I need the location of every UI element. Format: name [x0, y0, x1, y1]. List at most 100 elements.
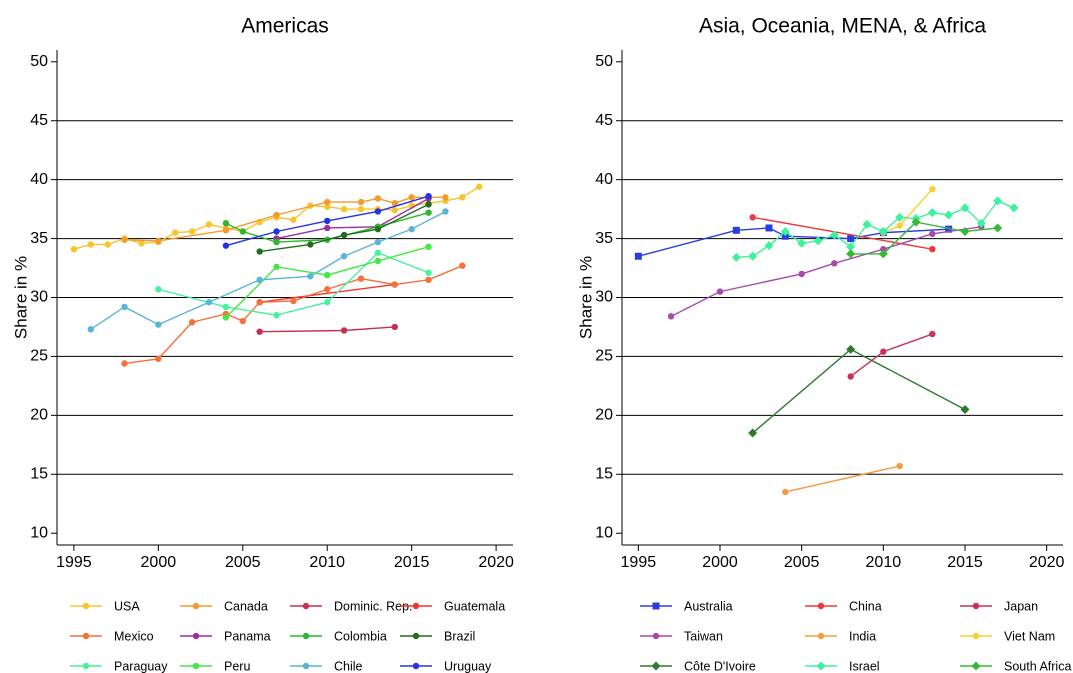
marker: [239, 228, 246, 235]
legend-marker: [412, 602, 420, 610]
marker: [87, 241, 94, 248]
marker: [239, 317, 246, 325]
legend-item: South Africa: [960, 659, 1071, 673]
marker: [829, 230, 839, 240]
legend-item: Taiwan: [640, 629, 723, 643]
legend-item: Australia: [640, 599, 733, 613]
legend-marker: [651, 661, 661, 671]
marker: [222, 242, 230, 249]
marker: [425, 209, 432, 216]
marker: [911, 217, 921, 227]
marker: [391, 200, 398, 207]
legend-item: India: [805, 629, 876, 643]
marker: [273, 263, 280, 271]
legend-item: Mexico: [70, 629, 154, 643]
marker: [155, 321, 162, 328]
marker: [374, 208, 382, 215]
marker: [880, 348, 887, 355]
marker: [878, 249, 888, 259]
marker: [442, 208, 449, 215]
marker: [831, 260, 838, 267]
marker: [155, 355, 162, 362]
x-tick-label: 2010: [866, 554, 902, 571]
marker: [222, 220, 230, 227]
legend-marker: [972, 602, 980, 610]
marker: [895, 212, 905, 222]
marker: [340, 205, 348, 213]
marker: [357, 275, 365, 282]
legend-label: Guatemala: [444, 599, 505, 613]
legend-item: Côte D'Ivoire: [640, 659, 756, 673]
marker: [781, 232, 789, 240]
legend-label: Australia: [684, 599, 733, 613]
legend-item: Israel: [805, 659, 880, 673]
y-tick-label: 45: [30, 112, 48, 129]
marker: [340, 231, 348, 239]
legend-label: Uruguay: [444, 659, 492, 673]
marker: [960, 227, 970, 236]
marker: [442, 194, 449, 201]
marker: [121, 303, 128, 311]
legend-label: South Africa: [1004, 659, 1071, 673]
marker: [425, 243, 432, 251]
marker: [172, 229, 179, 236]
y-tick-label: 40: [30, 171, 48, 188]
marker: [782, 488, 789, 496]
legend-item: Japan: [960, 599, 1038, 613]
legend-marker: [192, 662, 200, 670]
y-tick-label: 45: [595, 112, 613, 129]
marker: [324, 286, 331, 293]
legend-marker: [652, 602, 660, 610]
marker: [155, 237, 162, 245]
marker: [87, 326, 94, 333]
legend-item: Brazil: [400, 629, 475, 643]
marker: [222, 227, 230, 234]
x-tick-label: 2000: [702, 554, 738, 571]
marker: [391, 323, 398, 331]
marker: [374, 249, 382, 256]
panel: Asia, Oceania, MENA, & Africa Share in % 1…: [576, 15, 1071, 673]
marker: [846, 344, 856, 354]
marker: [667, 313, 675, 320]
series-line: [736, 199, 1015, 259]
marker: [896, 462, 903, 470]
marker: [425, 276, 432, 284]
marker: [765, 224, 773, 232]
y-tick-label: 10: [30, 524, 48, 541]
marker: [476, 183, 483, 190]
legend-marker: [82, 602, 90, 610]
marker: [256, 248, 263, 255]
y-tick-label: 50: [30, 53, 48, 70]
marker: [256, 276, 263, 284]
marker: [70, 245, 78, 253]
marker: [749, 214, 756, 221]
chart-title: Asia, Oceania, MENA, & Africa: [699, 15, 986, 38]
marker: [324, 203, 331, 210]
legend-marker: [192, 602, 200, 610]
legend-marker: [817, 602, 825, 610]
x-tick-label: 1995: [56, 554, 92, 571]
x-tick-label: 2005: [784, 554, 820, 571]
legend-label: Taiwan: [684, 629, 723, 643]
marker: [374, 238, 382, 246]
marker: [155, 286, 162, 293]
x-tick-label: 2010: [309, 554, 345, 571]
marker: [929, 245, 936, 253]
x-tick-label: 2015: [394, 554, 430, 571]
marker: [716, 288, 724, 295]
series-line: [158, 251, 429, 316]
legend-label: Japan: [1004, 599, 1038, 613]
marker: [945, 225, 953, 233]
marker: [731, 252, 741, 262]
y-tick-label: 15: [30, 466, 48, 483]
marker: [324, 198, 331, 206]
y-tick-label: 30: [30, 289, 48, 306]
series-line: [90, 210, 446, 330]
series-line: [276, 197, 429, 240]
legend-item: Panama: [180, 629, 271, 643]
marker: [205, 299, 213, 306]
marker: [307, 241, 314, 248]
marker: [862, 219, 872, 229]
marker: [425, 269, 432, 276]
legend-label: Canada: [224, 599, 268, 613]
